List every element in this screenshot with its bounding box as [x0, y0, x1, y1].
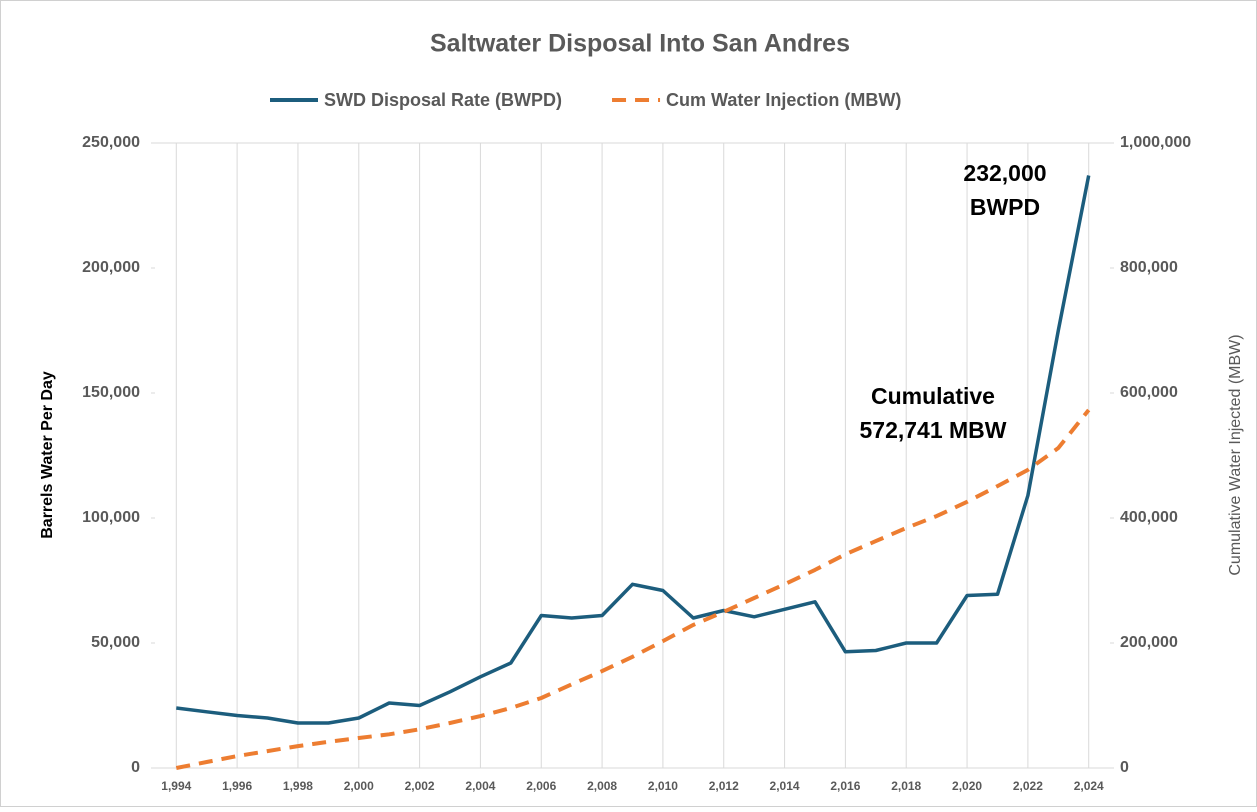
- y2-tick-label: 200,000: [1120, 634, 1178, 651]
- x-tick-label: 2,000: [344, 779, 374, 793]
- y2-axis-label: Cumulative Water Injected (MBW): [1227, 334, 1244, 575]
- y-tick-label: 250,000: [82, 134, 140, 151]
- y2-tick-label: 0: [1120, 759, 1129, 776]
- annotation: Cumulative: [871, 383, 995, 409]
- y2-tick-label: 800,000: [1120, 259, 1178, 276]
- chart-title: Saltwater Disposal Into San Andres: [430, 30, 850, 58]
- y-tick-label: 50,000: [91, 634, 140, 651]
- y-tick-label: 100,000: [82, 509, 140, 526]
- y-tick-label: 200,000: [82, 259, 140, 276]
- legend-label: Cum Water Injection (MBW): [666, 90, 901, 110]
- y-tick-label: 150,000: [82, 384, 140, 401]
- y2-tick-label: 600,000: [1120, 384, 1178, 401]
- x-tick-label: 1,994: [161, 779, 191, 793]
- x-tick-label: 2,018: [891, 779, 921, 793]
- y2-tick-label: 1,000,000: [1120, 134, 1191, 151]
- annotation: 572,741 MBW: [859, 417, 1006, 443]
- legend-label: SWD Disposal Rate (BWPD): [324, 90, 562, 110]
- x-tick-label: 1,998: [283, 779, 313, 793]
- series-line: [175, 408, 1091, 770]
- x-tick-label: 2,004: [465, 779, 495, 793]
- x-tick-label: 2,012: [709, 779, 739, 793]
- series-line: [176, 175, 1091, 725]
- x-tick-label: 1,996: [222, 779, 252, 793]
- y-tick-label: 0: [131, 759, 140, 776]
- annotation: 232,000: [963, 160, 1046, 186]
- x-tick-label: 2,006: [526, 779, 556, 793]
- x-tick-label: 2,024: [1074, 779, 1104, 793]
- x-tick-label: 2,016: [830, 779, 860, 793]
- x-tick-label: 2,020: [952, 779, 982, 793]
- x-tick-label: 2,010: [648, 779, 678, 793]
- x-tick-label: 2,002: [405, 779, 435, 793]
- x-tick-label: 2,014: [770, 779, 800, 793]
- x-tick-label: 2,022: [1013, 779, 1043, 793]
- y-axis-label: Barrels Water Per Day: [39, 371, 56, 539]
- annotation: BWPD: [970, 194, 1040, 220]
- y2-tick-label: 400,000: [1120, 509, 1178, 526]
- x-tick-label: 2,008: [587, 779, 617, 793]
